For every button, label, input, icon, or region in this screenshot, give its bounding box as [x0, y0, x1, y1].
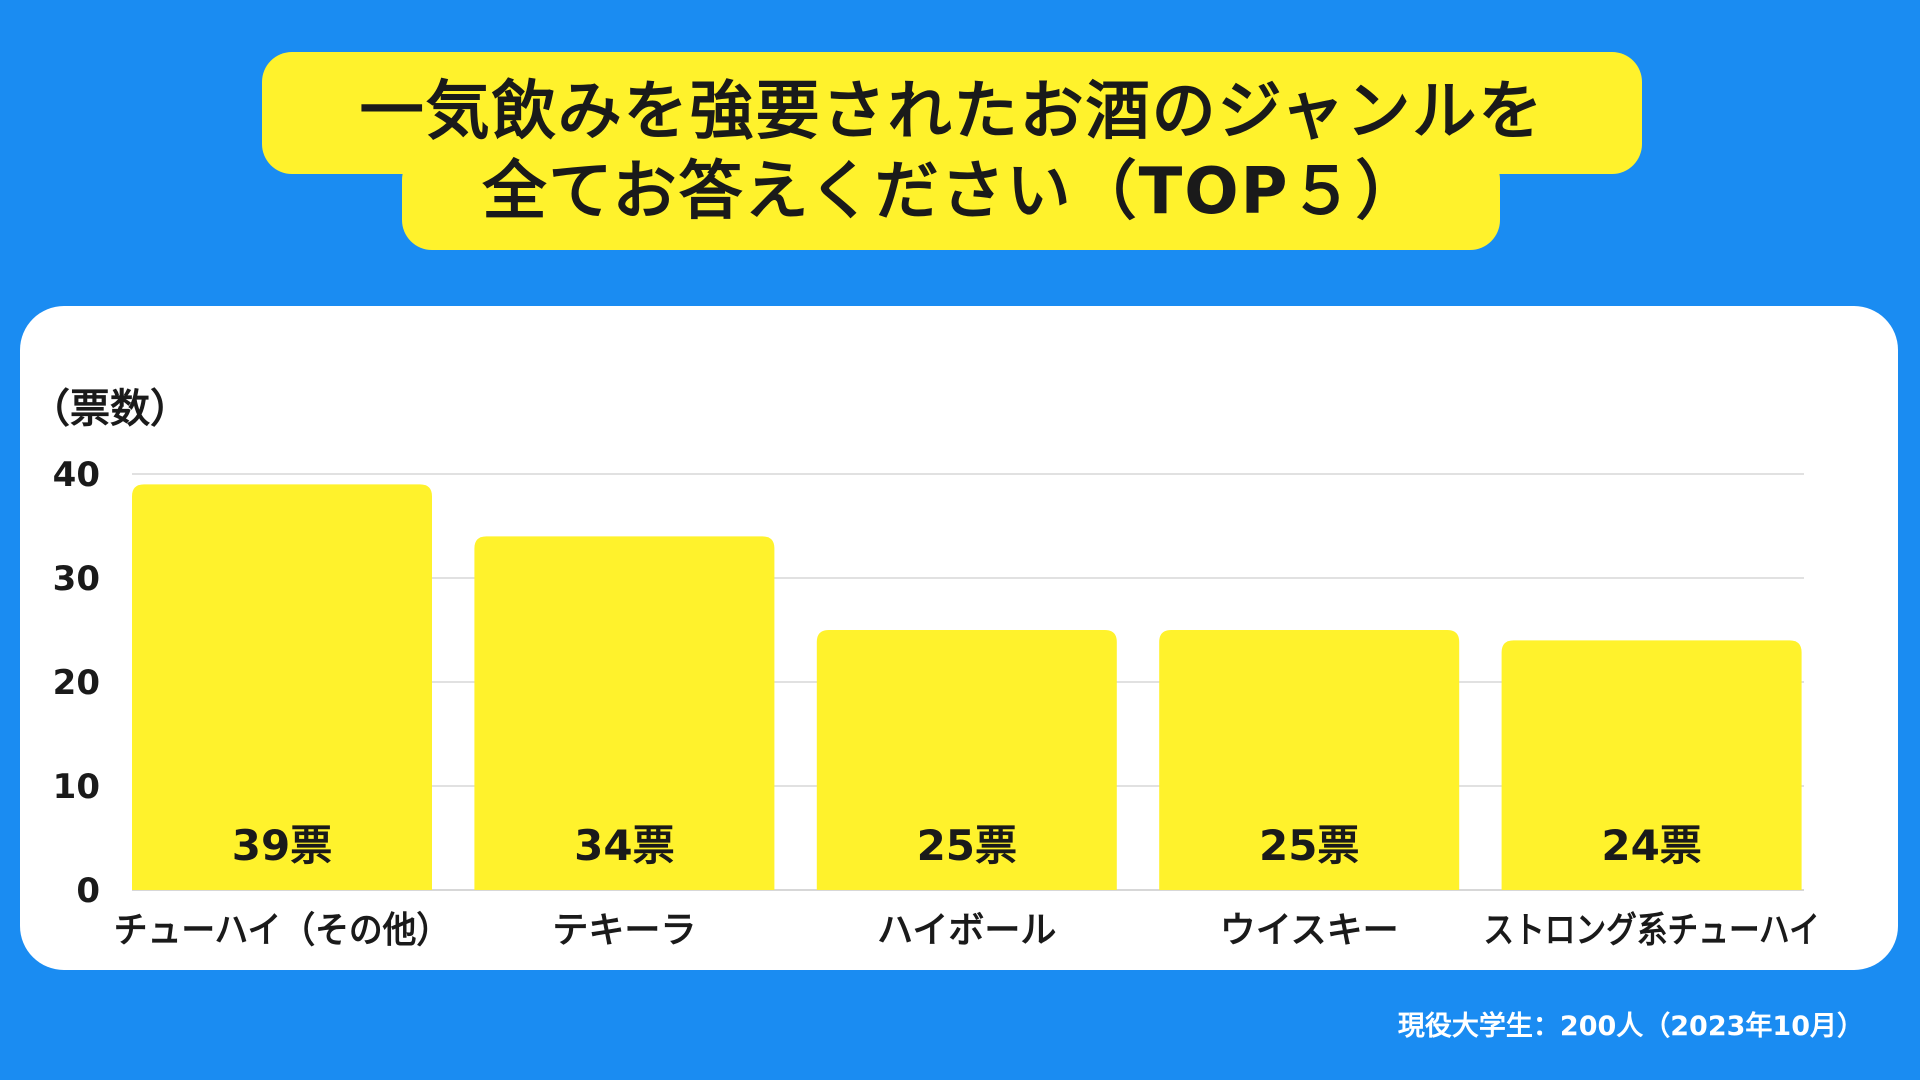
- bar-value-label: 25票: [1259, 821, 1359, 870]
- bar-2: [474, 536, 775, 890]
- x-category-label: ストロング系チューハイ: [1483, 910, 1819, 951]
- bar-value-label: 25票: [917, 821, 1017, 870]
- x-category-label: ハイボール: [877, 910, 1056, 951]
- y-tick-label: 30: [53, 559, 100, 599]
- x-category-label: ウイスキー: [1220, 910, 1399, 951]
- title-banner-bottom: [402, 150, 1500, 250]
- bar-value-label: 24票: [1601, 821, 1701, 870]
- bar-3: [816, 630, 1117, 890]
- title-line-1: 一気飲みを強要されたお酒のジャンルを: [359, 75, 1545, 149]
- x-category-label: テキーラ: [552, 910, 696, 951]
- y-tick-label: 0: [76, 871, 100, 911]
- bar-1: [132, 484, 432, 890]
- y-tick-label: 40: [53, 455, 100, 495]
- chart-card: （票数） 0 10 20 30 40 39票チューハイ（その他） 34票テキーラ 25票ハイボー…: [20, 306, 1898, 970]
- page-title: 一気飲みを強要されたお酒のジャンルを 全てお答えください（TOP５）: [262, 72, 1642, 232]
- bar-5: [1501, 640, 1802, 890]
- y-axis-label: （票数）: [30, 386, 190, 432]
- bar-value-label: 39票: [232, 821, 332, 870]
- y-tick-label: 20: [53, 663, 100, 703]
- bar-value-label: 34票: [574, 821, 674, 870]
- bar-4: [1159, 630, 1460, 890]
- survey-footnote: 現役大学生：200人（2023年10月）: [1397, 1011, 1864, 1042]
- y-tick-label: 10: [53, 767, 100, 807]
- title-line-2: 全てお答えください（TOP５）: [482, 155, 1422, 229]
- x-category-label: チューハイ（その他）: [114, 910, 450, 951]
